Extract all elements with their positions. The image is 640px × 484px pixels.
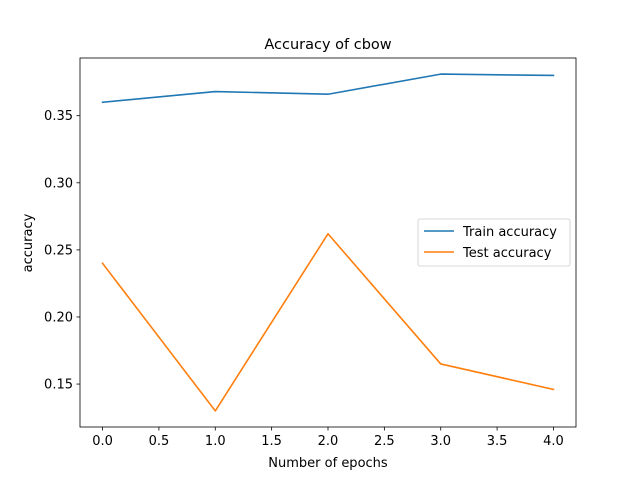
y-tick-label: 0.30 [44,176,73,191]
y-tick-label: 0.25 [44,243,73,258]
y-tick-label: 0.35 [44,109,73,124]
x-axis-label: Number of epochs [268,456,388,471]
x-tick-label: 4.0 [543,434,564,449]
x-tick-label: 2.0 [318,434,339,449]
legend: Train accuracy Test accuracy [418,219,570,266]
y-axis-label: accuracy [21,213,36,272]
x-tick-label: 1.5 [261,434,282,449]
x-tick-label: 1.0 [205,434,226,449]
x-tick-label: 2.5 [374,434,395,449]
x-tick-label: 0.0 [92,434,113,449]
x-tick-label: 3.5 [487,434,508,449]
x-tick-label: 0.5 [149,434,170,449]
x-tick-label: 3.0 [430,434,451,449]
y-tick-label: 0.15 [44,378,73,393]
legend-label-train-accuracy: Train accuracy [462,225,557,240]
legend-label-test-accuracy: Test accuracy [462,246,552,261]
chart-title: Accuracy of cbow [264,37,391,53]
y-tick-label: 0.20 [44,310,73,325]
